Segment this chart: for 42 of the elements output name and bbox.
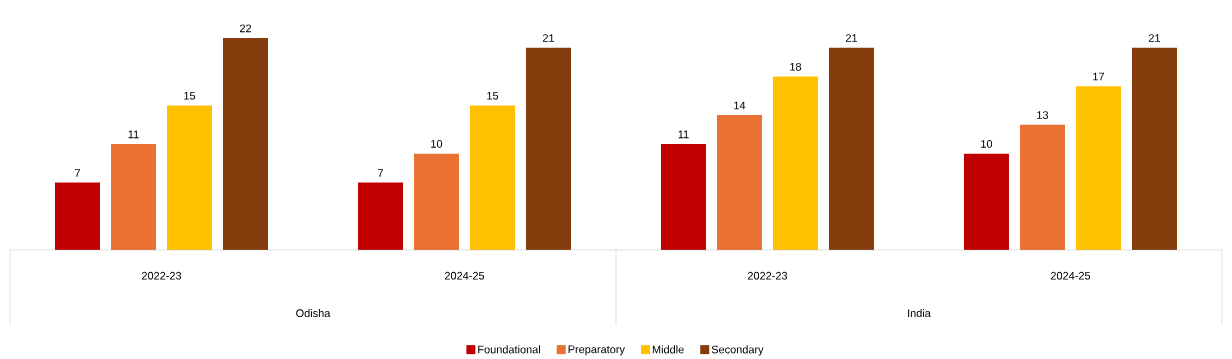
x-tick-label: 2024-25: [444, 271, 485, 280]
bar: [828, 47, 874, 251]
bar: [716, 115, 762, 251]
bar: [1019, 124, 1065, 251]
bar: [1131, 47, 1177, 251]
data-label: 21: [1148, 34, 1161, 42]
x-tick-label: 2024-25: [1050, 271, 1091, 280]
x-tick-label: 2022-23: [141, 271, 182, 280]
data-label: 13: [1037, 111, 1049, 119]
data-label: 11: [678, 130, 689, 139]
bar: [469, 105, 515, 251]
data-label: 10: [431, 140, 443, 148]
bar: [223, 38, 268, 251]
legend-label: Middle: [652, 345, 684, 354]
bar: [525, 47, 571, 251]
legend-label: Secondary: [711, 345, 764, 356]
bar: [167, 105, 213, 251]
bar: [413, 153, 459, 251]
bar: [357, 182, 403, 251]
bar: [111, 144, 157, 251]
text: India: [908, 309, 931, 318]
bar: [772, 76, 818, 251]
bar: [660, 144, 706, 251]
data-label: 18: [790, 62, 802, 71]
data-label: 22: [239, 24, 252, 33]
data-label: 21: [542, 34, 555, 42]
x-tick-label: 2022-23: [747, 271, 788, 280]
data-label: 10: [981, 140, 993, 148]
data-label: 7: [75, 169, 80, 177]
data-label: 17: [1093, 72, 1105, 81]
bar: [1075, 86, 1121, 251]
data-label: 21: [845, 34, 858, 42]
data-label: 7: [378, 169, 383, 177]
data-label: 15: [487, 92, 499, 100]
bar: [963, 153, 1009, 251]
text: Odisha: [296, 309, 331, 318]
legend-label: Preparatory: [568, 345, 625, 356]
data-label: 14: [734, 101, 746, 110]
data-label: 15: [184, 92, 196, 100]
legend-label: Foundational: [478, 345, 540, 354]
data-label: 11: [128, 130, 139, 139]
bar: [55, 182, 101, 251]
